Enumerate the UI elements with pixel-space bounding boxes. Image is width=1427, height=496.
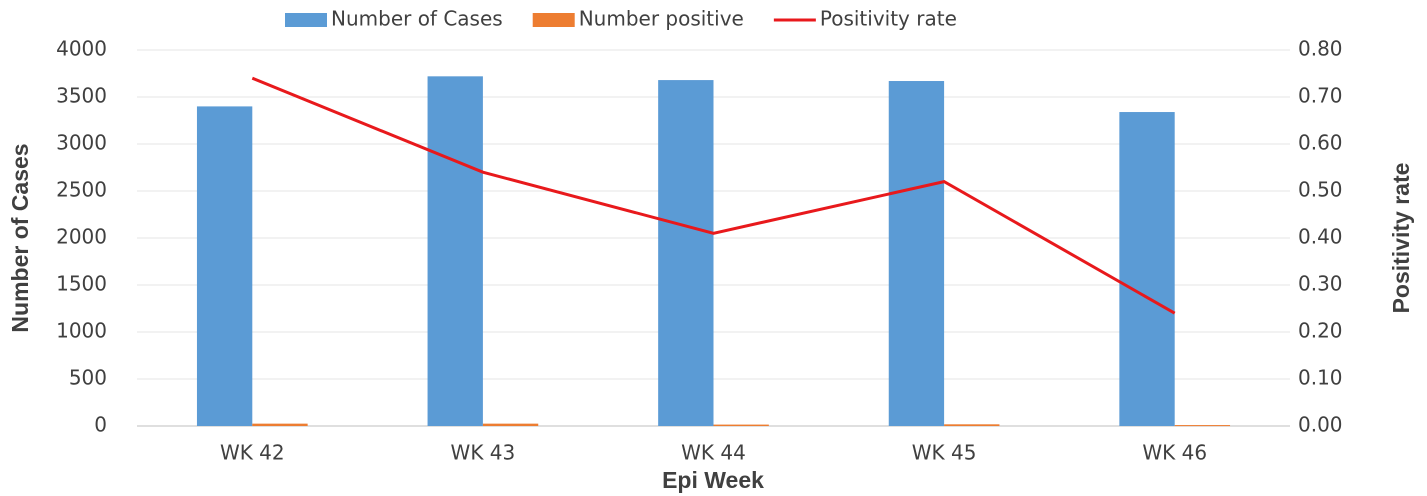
x-tick-label: WK 42 (220, 441, 285, 465)
y2-tick-label: 0.00 (1298, 413, 1343, 437)
y-tick-label: 500 (69, 366, 107, 390)
y-tick-label: 2500 (56, 178, 107, 202)
y-tick-label: 3500 (56, 84, 107, 108)
y2-axis-title: Positivity rate (1388, 163, 1414, 314)
x-tick-label: WK 46 (1142, 441, 1207, 465)
legend-swatch (532, 13, 575, 27)
y-tick-label: 1000 (56, 319, 107, 343)
y2-tick-label: 0.10 (1298, 366, 1343, 390)
bar (252, 423, 308, 426)
y-axis-title: Number of Cases (7, 143, 33, 332)
legend-label: Positivity rate (820, 7, 957, 31)
x-tick-label: WK 44 (681, 441, 746, 465)
y2-tick-label: 0.80 (1298, 37, 1343, 61)
y2-tick-label: 0.20 (1298, 319, 1343, 343)
legend-label: Number positive (579, 7, 744, 31)
y-tick-label: 4000 (56, 37, 107, 61)
line (251, 76, 1176, 315)
y2-tick-label: 0.30 (1298, 272, 1343, 296)
legend-swatch (285, 13, 327, 27)
y-tick-label: 2000 (56, 225, 107, 249)
x-tick-label: WK 43 (451, 441, 516, 465)
bar (482, 423, 539, 426)
y2-tick-label: 0.50 (1298, 178, 1343, 202)
y2-tick-label: 0.70 (1298, 84, 1343, 108)
bar (427, 76, 483, 426)
x-tick-label: WK 45 (912, 441, 977, 465)
bar (196, 106, 253, 427)
bar (944, 424, 1000, 426)
y-tick-label: 3000 (56, 131, 107, 155)
legend-label: Number of Cases (331, 7, 503, 31)
y2-tick-label: 0.40 (1298, 225, 1343, 249)
bar (1174, 425, 1231, 427)
x-axis-title: Epi Week (662, 467, 764, 493)
bar (713, 424, 769, 426)
bar (658, 80, 714, 426)
y2-tick-label: 0.60 (1298, 131, 1343, 155)
bar (1119, 112, 1175, 426)
y-tick-label: 1500 (56, 272, 107, 296)
y-tick-label: 0 (94, 413, 107, 437)
bar (888, 81, 945, 427)
